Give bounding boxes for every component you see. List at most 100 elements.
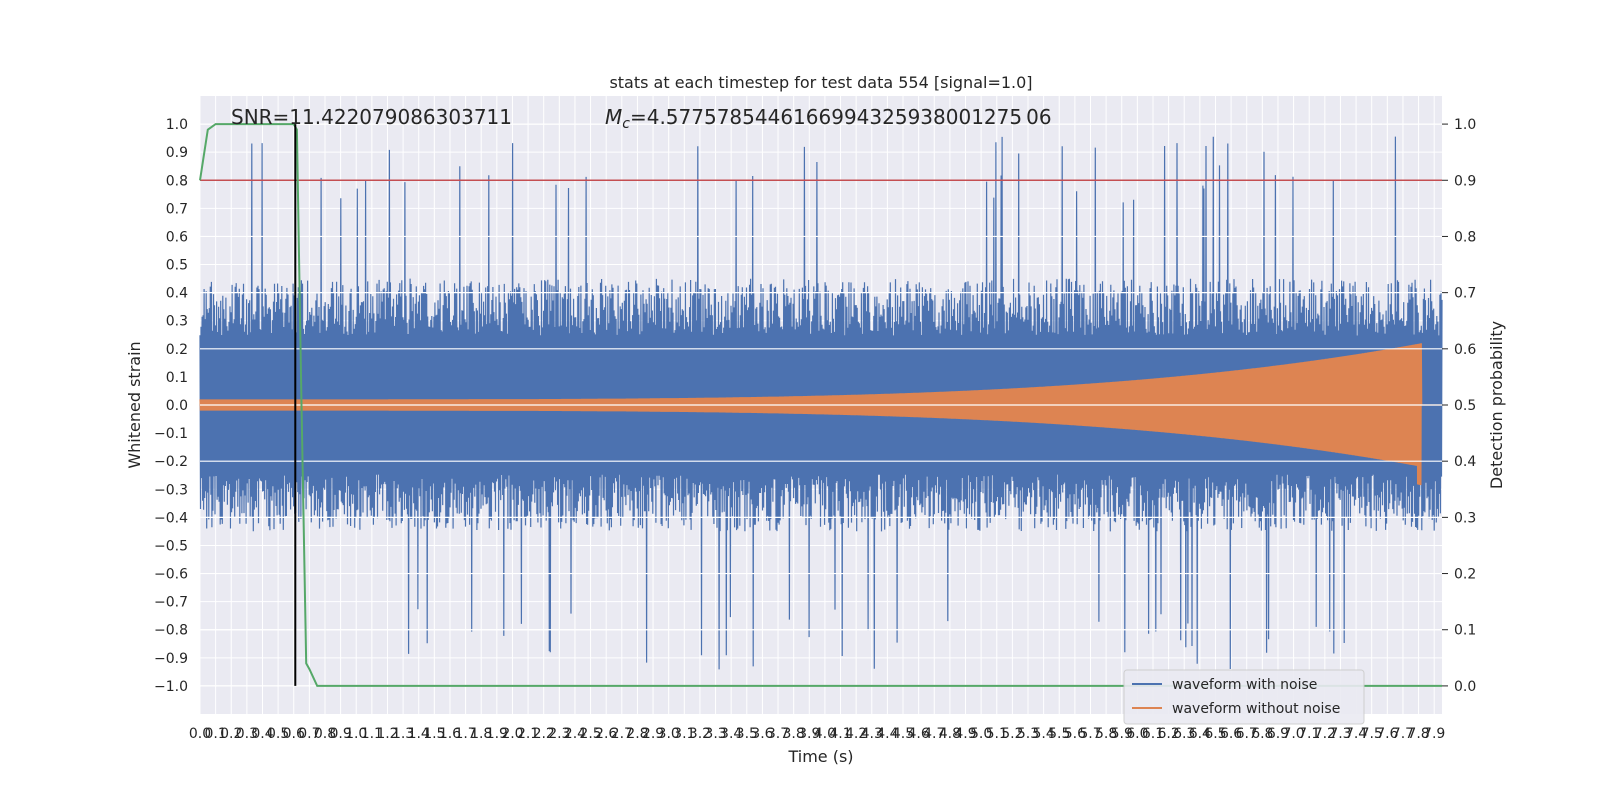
x-tick-label-29: 2.9 [642, 726, 664, 742]
y-tick-label-7: −0.3 [154, 482, 188, 498]
x-tick-label-12: 1.2 [376, 726, 398, 742]
y-tick-label-11: 0.1 [166, 370, 188, 386]
x-tick-label-65: 6.5 [1204, 726, 1226, 742]
y-axis-label: Whitened strain [125, 341, 144, 468]
x-tick-label-16: 1.6 [439, 726, 461, 742]
x-tick-label-62: 6.2 [1157, 726, 1179, 742]
x-tick-label-8: 0.8 [314, 726, 336, 742]
y2-tick-label-1: 0.1 [1454, 623, 1476, 639]
x-tick-label-76: 7.6 [1376, 726, 1398, 742]
x-tick-label-53: 5.3 [1017, 726, 1039, 742]
y2-axis-ticks: 0.0 0.1 0.2 0.3 0.4 0.5 0.6 0.7 0.8 0.9 1.0 [1442, 117, 1476, 695]
y-tick-label-19: 0.9 [166, 145, 188, 161]
y-tick-label-18: 0.8 [166, 173, 188, 189]
x-tick-label-39: 3.9 [798, 726, 820, 742]
x-tick-label-73: 7.3 [1329, 726, 1351, 742]
y-tick-label-4: −0.6 [154, 567, 188, 583]
y2-tick-label-7: 0.7 [1454, 286, 1476, 302]
y2-tick-label-3: 0.3 [1454, 510, 1476, 526]
x-tick-label-44: 4.4 [876, 726, 898, 742]
y-tick-label-15: 0.5 [166, 258, 188, 274]
x-tick-label-5: 0.5 [267, 726, 289, 742]
x-tick-label-63: 6.3 [1173, 726, 1195, 742]
y2-axis-label: Detection probability [1487, 321, 1506, 489]
snr-annotation: SNR=11.422079086303711 [231, 105, 512, 129]
x-tick-label-52: 5.2 [1001, 726, 1023, 742]
x-tick-label-57: 5.7 [1079, 726, 1101, 742]
y2-tick-label-10: 1.0 [1454, 117, 1476, 133]
x-tick-label-78: 7.8 [1407, 726, 1429, 742]
x-tick-label-41: 4.1 [829, 726, 851, 742]
x-tick-label-61: 6.1 [1142, 726, 1164, 742]
x-tick-label-71: 7.1 [1298, 726, 1320, 742]
y-tick-label-9: −0.1 [154, 426, 188, 442]
y2-tick-label-4: 0.4 [1454, 454, 1476, 470]
clean-waveform-line [199, 343, 1442, 486]
y-tick-label-2: −0.8 [154, 623, 188, 639]
y-tick-label-14: 0.4 [166, 286, 188, 302]
legend-label-clean: waveform without noise [1172, 701, 1340, 717]
x-tick-label-24: 2.4 [564, 726, 586, 742]
x-tick-label-66: 6.6 [1220, 726, 1242, 742]
x-axis-ticks: 0.00.10.20.30.40.50.60.70.80.91.01.11.21… [189, 726, 1445, 742]
x-tick-label-74: 7.4 [1345, 726, 1367, 742]
x-tick-label-35: 3.5 [736, 726, 758, 742]
series-detection-probability [199, 123, 1442, 687]
x-tick-label-28: 2.8 [626, 726, 648, 742]
x-tick-label-7: 0.7 [298, 726, 320, 742]
x-tick-label-2: 0.2 [220, 726, 242, 742]
x-tick-label-25: 2.5 [579, 726, 601, 742]
x-tick-label-54: 5.4 [1032, 726, 1054, 742]
mc-symbol: M [605, 105, 622, 129]
x-tick-label-37: 3.7 [767, 726, 789, 742]
x-tick-label-46: 4.6 [908, 726, 930, 742]
x-tick-label-20: 2.0 [501, 726, 523, 742]
series-waveform-with-noise [199, 136, 1443, 670]
x-tick-label-19: 1.9 [486, 726, 508, 742]
y-tick-label-5: −0.5 [154, 538, 188, 554]
x-tick-label-23: 2.3 [548, 726, 570, 742]
x-tick-label-9: 0.9 [329, 726, 351, 742]
x-tick-label-33: 3.3 [704, 726, 726, 742]
x-tick-label-48: 4.8 [939, 726, 961, 742]
y2-tick-label-2: 0.2 [1454, 567, 1476, 583]
x-tick-label-10: 1.0 [345, 726, 367, 742]
x-tick-label-79: 7.9 [1423, 726, 1445, 742]
x-tick-label-56: 5.6 [1064, 726, 1086, 742]
x-tick-label-51: 5.1 [986, 726, 1008, 742]
noise-waveform-line [199, 136, 1443, 670]
x-tick-label-45: 4.5 [892, 726, 914, 742]
x-tick-label-1: 0.1 [204, 726, 226, 742]
x-tick-label-27: 2.7 [611, 726, 633, 742]
y-tick-label-8: −0.2 [154, 454, 188, 470]
mc-annotation: Mc=4.5775785446166994325938001275 06 [605, 105, 1052, 132]
x-tick-label-58: 5.8 [1095, 726, 1117, 742]
x-tick-label-18: 1.8 [470, 726, 492, 742]
y-tick-label-10: 0.0 [166, 398, 188, 414]
chart-title: stats at each timestep for test data 554… [609, 73, 1032, 92]
x-tick-label-59: 5.9 [1111, 726, 1133, 742]
y-tick-label-17: 0.7 [166, 201, 188, 217]
y-tick-label-16: 0.6 [166, 229, 188, 245]
x-tick-label-42: 4.2 [845, 726, 867, 742]
x-tick-label-49: 4.9 [954, 726, 976, 742]
series-waveform-without-noise [199, 343, 1442, 486]
x-tick-label-21: 2.1 [517, 726, 539, 742]
x-tick-label-6: 0.6 [283, 726, 305, 742]
x-tick-label-67: 6.7 [1236, 726, 1258, 742]
legend-box [1123, 669, 1365, 725]
x-tick-label-70: 7.0 [1282, 726, 1304, 742]
x-tick-label-60: 6.0 [1126, 726, 1148, 742]
x-tick-label-11: 1.1 [361, 726, 383, 742]
mc-subscript: c [622, 116, 630, 132]
x-tick-label-77: 7.7 [1392, 726, 1414, 742]
y-tick-label-12: 0.2 [166, 342, 188, 358]
x-tick-label-30: 3.0 [658, 726, 680, 742]
x-tick-label-38: 3.8 [783, 726, 805, 742]
y2-tick-label-0: 0.0 [1454, 679, 1476, 695]
mc-value: =4.5775785446166994325938001275 06 [630, 105, 1052, 129]
x-tick-label-50: 5.0 [970, 726, 992, 742]
legend-label-noise: waveform with noise [1172, 677, 1317, 693]
x-tick-label-34: 3.4 [720, 726, 742, 742]
